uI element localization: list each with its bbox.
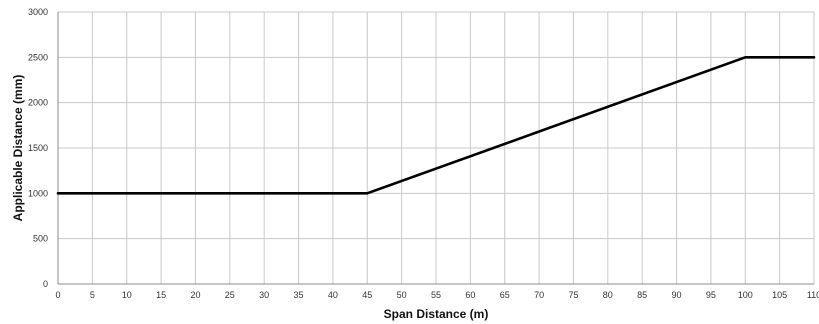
x-tick-label: 10 [122,290,132,300]
x-tick-label: 95 [706,290,716,300]
y-tick-label: 2000 [28,98,48,108]
x-tick-label: 35 [294,290,304,300]
x-tick-label: 25 [225,290,235,300]
y-tick-label: 2500 [28,52,48,62]
chart-series [56,56,816,195]
x-tick-label: 0 [55,290,60,300]
x-tick-label: 55 [431,290,441,300]
x-tick-label: 65 [500,290,510,300]
x-tick-label: 45 [362,290,372,300]
chart-grid [57,11,815,285]
y-tick-label: 3000 [28,7,48,17]
x-tick-label: 85 [637,290,647,300]
chart-axes [57,12,814,285]
y-tick-label: 1500 [28,143,48,153]
y-tick-label: 500 [33,234,48,244]
y-axis-title: Applicable Distance (mm) [11,75,25,222]
x-tick-label: 100 [738,290,753,300]
x-tick-label: 15 [156,290,166,300]
x-tick-label: 5 [90,290,95,300]
y-axis-tick-labels: 0 500 1000 1500 2000 2500 3000 [28,7,48,289]
x-tick-label: 40 [328,290,338,300]
x-tick-label: 70 [534,290,544,300]
x-tick-label: 20 [190,290,200,300]
x-tick-label: 75 [568,290,578,300]
x-tick-label: 60 [465,290,475,300]
x-tick-label: 80 [603,290,613,300]
y-tick-label: 1000 [28,188,48,198]
x-tick-label: 50 [397,290,407,300]
x-axis-title: Span Distance (m) [384,307,489,321]
y-tick-label: 0 [43,279,48,289]
x-tick-label: 105 [772,290,787,300]
x-tick-label: 90 [672,290,682,300]
series-line-0 [56,56,816,195]
x-tick-label: 110 [807,290,819,300]
x-tick-label: 30 [259,290,269,300]
x-axis-tick-labels: 0 5 10 15 20 25 30 35 40 45 50 55 60 65 70 75 80 85 90 95 10… [55,290,819,300]
